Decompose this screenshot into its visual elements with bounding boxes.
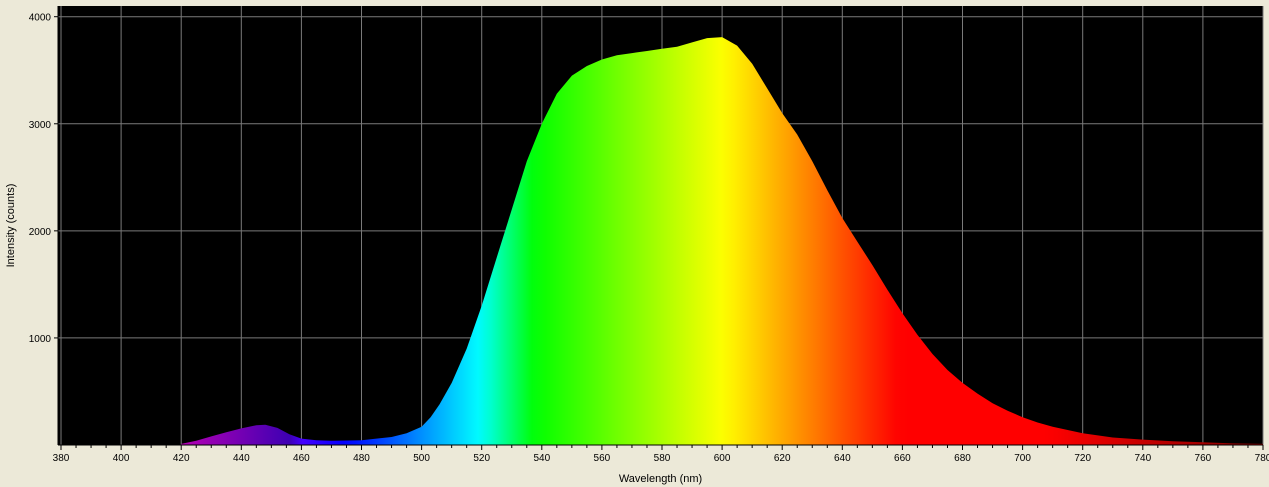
x-tick-label: 720 — [1074, 453, 1091, 464]
x-tick-label: 640 — [834, 453, 851, 464]
x-tick-label: 680 — [954, 453, 971, 464]
x-tick-label: 520 — [473, 453, 490, 464]
x-tick-label: 740 — [1134, 453, 1151, 464]
x-tick-label: 780 — [1255, 453, 1269, 464]
x-axis-title: Wavelength (nm) — [619, 473, 702, 485]
x-tick-label: 480 — [353, 453, 370, 464]
x-tick-label: 500 — [413, 453, 430, 464]
y-tick-label: 4000 — [29, 13, 52, 24]
x-tick-label: 420 — [173, 453, 190, 464]
x-tick-label: 400 — [113, 453, 130, 464]
x-tick-label: 700 — [1014, 453, 1031, 464]
x-tick-label: 380 — [53, 453, 70, 464]
x-tick-label: 580 — [654, 453, 671, 464]
x-tick-label: 620 — [774, 453, 791, 464]
y-tick-label: 2000 — [29, 227, 52, 238]
x-tick-label: 440 — [233, 453, 250, 464]
y-tick-label: 3000 — [29, 120, 52, 131]
x-tick-label: 540 — [533, 453, 550, 464]
x-tick-label: 760 — [1195, 453, 1212, 464]
y-axis-title: Intensity (counts) — [5, 184, 17, 268]
y-tick-label: 1000 — [29, 334, 52, 345]
x-tick-label: 560 — [594, 453, 611, 464]
x-tick-label: 600 — [714, 453, 731, 464]
x-tick-label: 660 — [894, 453, 911, 464]
x-tick-label: 460 — [293, 453, 310, 464]
spectrum-area — [181, 37, 1263, 445]
